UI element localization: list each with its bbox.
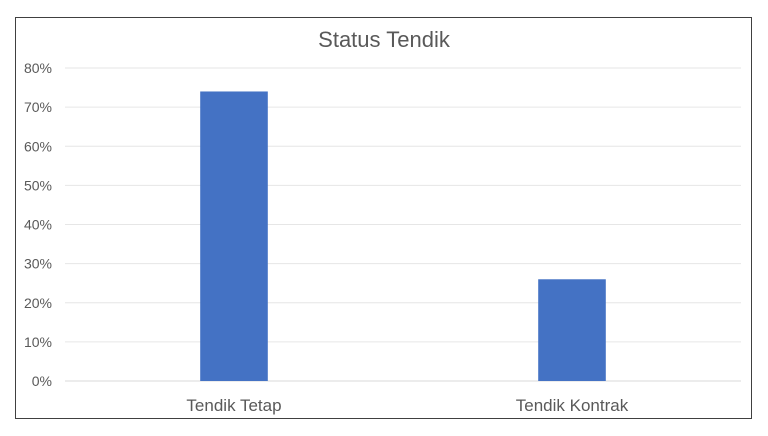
- y-tick-label: 70%: [24, 99, 52, 115]
- x-tick-label: Tendik Kontrak: [516, 396, 629, 415]
- y-tick-label: 60%: [24, 138, 52, 154]
- bar: [200, 91, 268, 381]
- y-tick-label: 10%: [24, 334, 52, 350]
- y-tick-label: 40%: [24, 217, 52, 233]
- y-tick-label: 50%: [24, 177, 52, 193]
- x-tick-label: Tendik Tetap: [186, 396, 281, 415]
- y-tick-label: 0%: [32, 373, 52, 389]
- y-tick-label: 80%: [24, 60, 52, 76]
- y-tick-label: 20%: [24, 295, 52, 311]
- chart-frame: [15, 17, 752, 419]
- bar: [538, 279, 606, 381]
- chart-title: Status Tendik: [318, 27, 450, 52]
- y-tick-label: 30%: [24, 256, 52, 272]
